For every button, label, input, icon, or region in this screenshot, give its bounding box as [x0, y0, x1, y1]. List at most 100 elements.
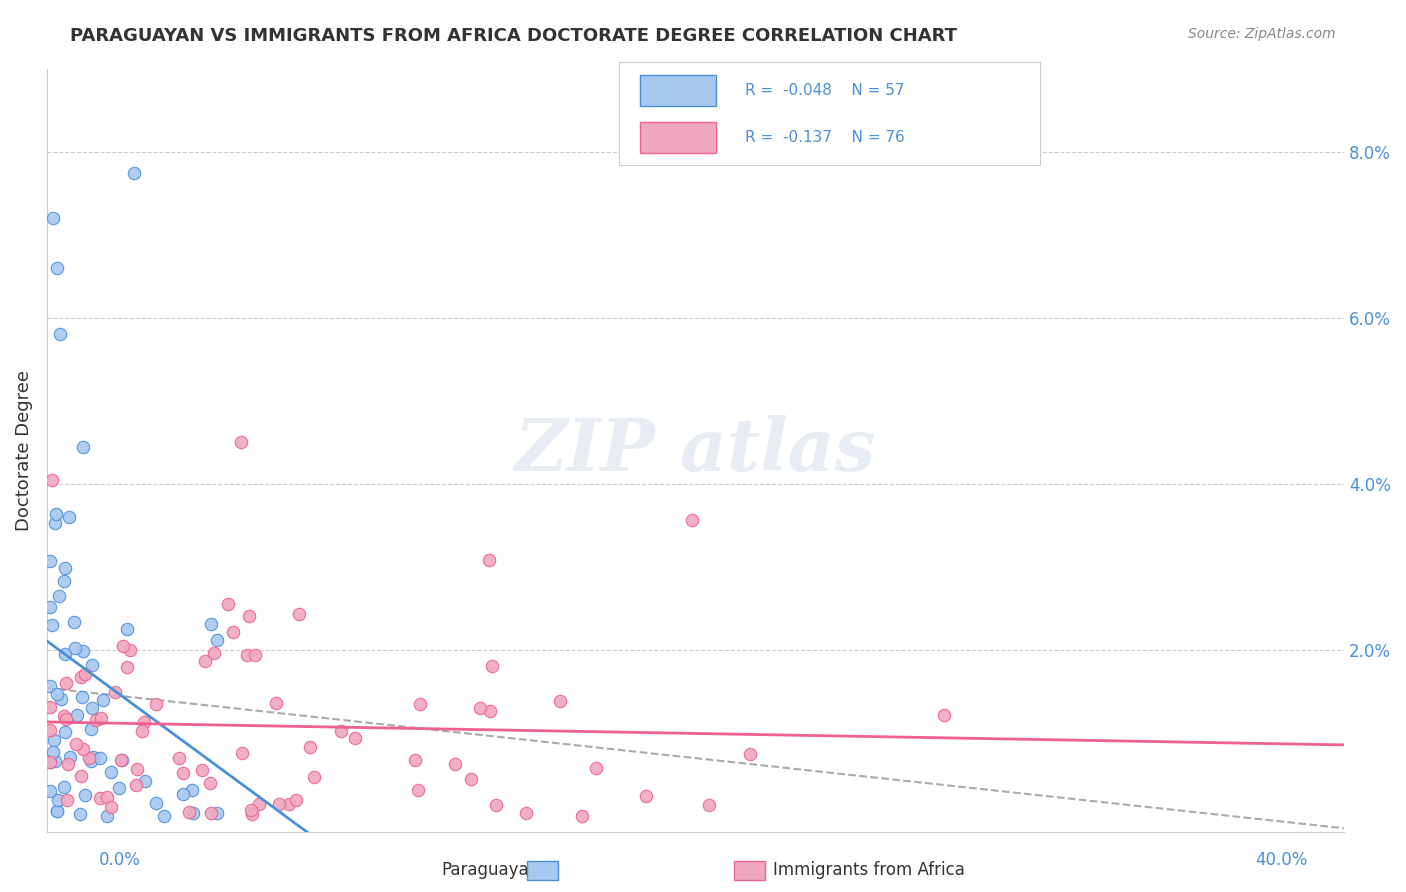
- Point: [145, 698, 167, 712]
- Point: [585, 761, 607, 775]
- Point: [48, 589, 70, 603]
- Point: [39, 784, 62, 798]
- Point: [485, 797, 508, 812]
- Point: [117, 622, 139, 636]
- Point: [104, 685, 127, 699]
- Point: [77, 751, 100, 765]
- Point: [207, 805, 229, 820]
- Point: [548, 694, 571, 708]
- Point: [200, 616, 222, 631]
- Point: [238, 609, 260, 624]
- Point: [41, 473, 63, 487]
- Point: [39, 679, 62, 693]
- Point: [267, 797, 290, 812]
- Point: [298, 740, 321, 755]
- Point: [221, 625, 243, 640]
- FancyBboxPatch shape: [640, 122, 716, 153]
- Point: [46, 793, 69, 807]
- Point: [39, 723, 62, 737]
- Point: [59, 750, 82, 764]
- Point: [72, 741, 94, 756]
- Text: R =  -0.048    N = 57: R = -0.048 N = 57: [745, 83, 904, 97]
- Point: [481, 659, 503, 673]
- Point: [82, 750, 104, 764]
- Point: [49, 327, 72, 342]
- Point: [75, 788, 97, 802]
- Point: [69, 807, 91, 822]
- Point: [302, 770, 325, 784]
- Point: [63, 641, 86, 656]
- Point: [70, 670, 93, 684]
- Point: [247, 797, 270, 811]
- Point: [70, 769, 93, 783]
- Point: [89, 751, 111, 765]
- Point: [478, 704, 501, 718]
- Point: [172, 765, 194, 780]
- Point: [167, 751, 190, 765]
- Point: [45, 804, 67, 818]
- Point: [131, 724, 153, 739]
- Point: [172, 788, 194, 802]
- Point: [52, 574, 75, 589]
- Point: [65, 737, 87, 751]
- Point: [111, 753, 134, 767]
- Point: [152, 809, 174, 823]
- Point: [264, 696, 287, 710]
- Point: [52, 780, 75, 794]
- Point: [145, 796, 167, 810]
- Point: [100, 800, 122, 814]
- Point: [70, 690, 93, 705]
- Point: [177, 805, 200, 819]
- Point: [125, 778, 148, 792]
- Point: [288, 607, 311, 622]
- Point: [285, 793, 308, 807]
- Point: [205, 632, 228, 647]
- Point: [65, 708, 87, 723]
- Point: [45, 260, 67, 275]
- Point: [42, 211, 65, 225]
- Point: [44, 754, 66, 768]
- Point: [681, 513, 703, 527]
- Point: [53, 561, 76, 575]
- Point: [44, 733, 66, 747]
- Point: [180, 783, 202, 797]
- Point: [231, 746, 253, 760]
- Point: [200, 805, 222, 820]
- Point: [112, 639, 135, 653]
- Point: [96, 809, 118, 823]
- Point: [571, 809, 593, 823]
- Point: [100, 765, 122, 780]
- Point: [91, 693, 114, 707]
- Point: [409, 698, 432, 712]
- Point: [45, 687, 67, 701]
- Point: [55, 792, 77, 806]
- Point: [53, 709, 76, 723]
- Point: [39, 554, 62, 568]
- Point: [406, 783, 429, 797]
- Point: [404, 753, 426, 767]
- Point: [245, 648, 267, 662]
- Point: [39, 755, 62, 769]
- Point: [55, 712, 77, 726]
- Point: [89, 791, 111, 805]
- Point: [39, 600, 62, 615]
- Point: [190, 764, 212, 778]
- Point: [202, 646, 225, 660]
- Point: [134, 773, 156, 788]
- FancyBboxPatch shape: [640, 75, 716, 105]
- Point: [45, 804, 67, 818]
- Point: [236, 648, 259, 662]
- Point: [478, 553, 501, 567]
- Point: [58, 510, 80, 524]
- Point: [444, 756, 467, 771]
- Point: [56, 757, 79, 772]
- Point: [39, 700, 62, 714]
- Point: [229, 435, 252, 450]
- Point: [53, 647, 76, 661]
- Point: [240, 806, 263, 821]
- Point: [80, 701, 103, 715]
- Point: [41, 618, 63, 632]
- Point: [53, 725, 76, 739]
- Text: PARAGUAYAN VS IMMIGRANTS FROM AFRICA DOCTORATE DEGREE CORRELATION CHART: PARAGUAYAN VS IMMIGRANTS FROM AFRICA DOC…: [70, 27, 957, 45]
- Point: [72, 644, 94, 658]
